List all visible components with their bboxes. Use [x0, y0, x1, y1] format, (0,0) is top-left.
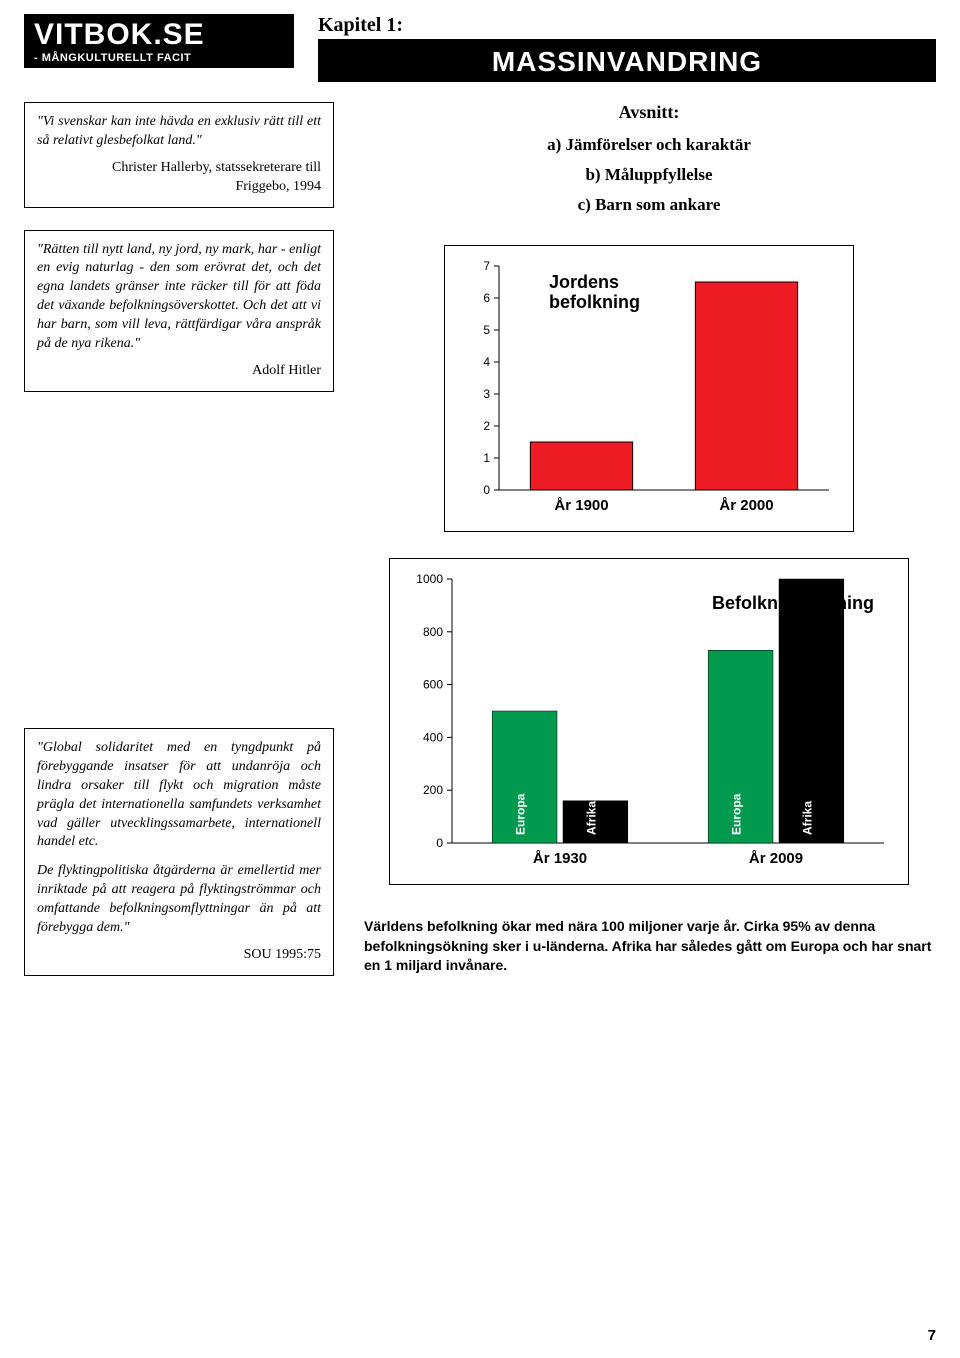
- svg-text:Europa: Europa: [730, 793, 744, 835]
- chapter-title: MASSINVANDRING: [318, 42, 936, 82]
- quote3-text: "Global solidaritet med en tyngdpunkt på…: [37, 739, 321, 852]
- svg-text:0: 0: [436, 836, 443, 850]
- svg-text:År 1900: År 1900: [554, 497, 608, 514]
- avsnitt-c: c) Barn som ankare: [362, 195, 936, 215]
- page-content: "Vi svenskar kan inte hävda en exklusiv …: [0, 82, 960, 976]
- quote3-para2: De flyktingpolitiska åtgärderna är emell…: [37, 862, 321, 938]
- svg-text:Europa: Europa: [514, 793, 528, 835]
- quote-box-3: "Global solidaritet med en tyngdpunkt på…: [24, 728, 334, 976]
- quote2-attr: Adolf Hitler: [37, 362, 321, 381]
- svg-text:Afrika: Afrika: [800, 801, 814, 835]
- svg-text:Afrika: Afrika: [584, 801, 598, 835]
- avsnitt-heading: Avsnitt:: [362, 102, 936, 123]
- site-logo: VITBOK.SE - MÅNGKULTURELLT FACIT: [24, 14, 294, 82]
- quote1-text: "Vi svenskar kan inte hävda en exklusiv …: [37, 113, 321, 151]
- left-column: "Vi svenskar kan inte hävda en exklusiv …: [24, 102, 334, 976]
- svg-text:År 1930: År 1930: [533, 850, 587, 867]
- svg-text:0: 0: [483, 483, 490, 497]
- chapter-label: Kapitel 1:: [318, 14, 936, 42]
- svg-text:3: 3: [483, 387, 490, 401]
- avsnitt-section: Avsnitt: a) Jämförelser och karaktär b) …: [362, 102, 936, 215]
- quote-box-1: "Vi svenskar kan inte hävda en exklusiv …: [24, 102, 334, 208]
- logo-title: VITBOK.SE: [34, 20, 284, 50]
- svg-text:4: 4: [483, 355, 490, 369]
- chart1-svg: 0 1 2 3 4 5 6 7 År 1900 År 2000 Jordensbefolkning: [461, 258, 839, 518]
- quote-box-2: "Rätten till nytt land, ny jord, ny mark…: [24, 230, 334, 392]
- svg-text:1: 1: [483, 451, 490, 465]
- svg-text:Befolkningsökning: Befolkningsökning: [712, 593, 874, 613]
- svg-text:6: 6: [483, 291, 490, 305]
- svg-text:Jordens: Jordens: [549, 272, 619, 292]
- avsnitt-a: a) Jämförelser och karaktär: [362, 135, 936, 155]
- chart-population: 0 1 2 3 4 5 6 7 År 1900 År 2000 Jordensbefolkning: [444, 245, 854, 532]
- svg-text:1000: 1000: [416, 572, 443, 586]
- svg-text:400: 400: [423, 730, 443, 744]
- quote2-text: "Rätten till nytt land, ny jord, ny mark…: [37, 241, 321, 354]
- chapter-heading: Kapitel 1: MASSINVANDRING: [318, 14, 936, 82]
- quote1-attr2: Friggebo, 1994: [37, 178, 321, 197]
- svg-text:200: 200: [423, 783, 443, 797]
- right-column: Avsnitt: a) Jämförelser och karaktär b) …: [362, 102, 936, 976]
- chart2-svg: 0 200 400 600 800 1000 Europa Afrika År 1930 Euro…: [406, 571, 894, 871]
- svg-text:2: 2: [483, 419, 490, 433]
- svg-text:5: 5: [483, 323, 490, 337]
- quote3-attr: SOU 1995:75: [37, 946, 321, 965]
- svg-text:År 2009: År 2009: [749, 850, 803, 867]
- caption-text: Världens befolkning ökar med nära 100 mi…: [362, 911, 936, 976]
- quote1-attr1: Christer Hallerby, statssekreterare till: [37, 159, 321, 178]
- svg-text:600: 600: [423, 678, 443, 692]
- page-header: VITBOK.SE - MÅNGKULTURELLT FACIT Kapitel…: [0, 0, 960, 82]
- chart-growth: 0 200 400 600 800 1000 Europa Afrika År 1930 Euro…: [389, 558, 909, 885]
- avsnitt-b: b) Måluppfyllelse: [362, 165, 936, 185]
- svg-text:7: 7: [483, 259, 490, 273]
- svg-text:befolkning: befolkning: [549, 292, 640, 312]
- logo-subtitle: - MÅNGKULTURELLT FACIT: [24, 52, 294, 68]
- svg-text:800: 800: [423, 625, 443, 639]
- page-number: 7: [928, 1327, 936, 1344]
- svg-text:År 2000: År 2000: [719, 497, 773, 514]
